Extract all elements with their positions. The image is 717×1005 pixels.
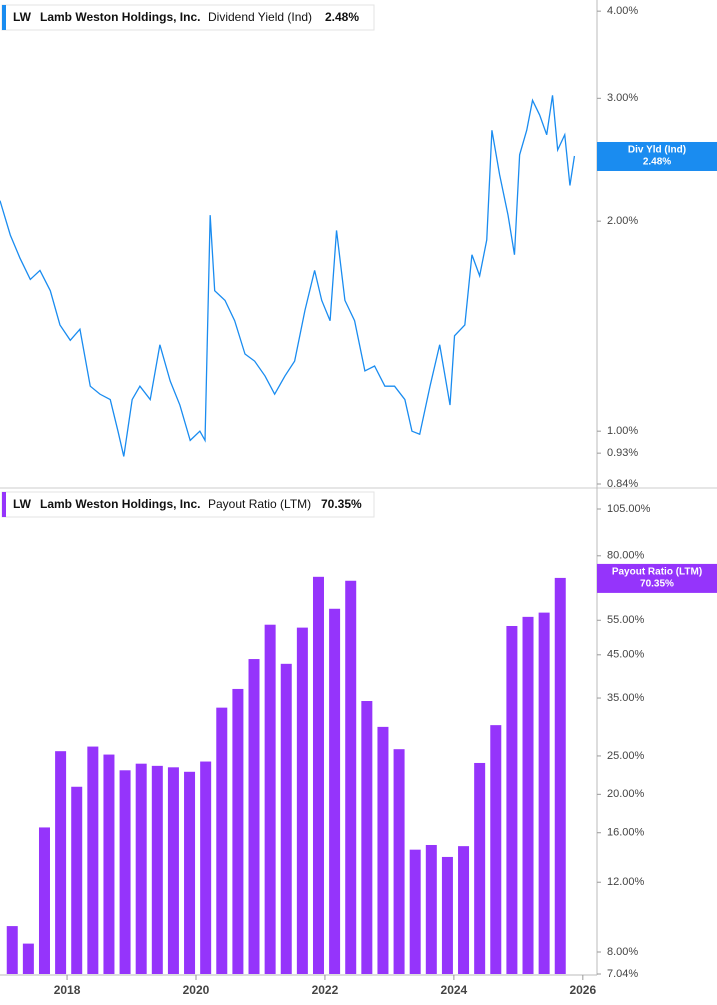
- y-tick-label: 7.04%: [607, 968, 638, 980]
- bar: [55, 751, 67, 974]
- x-tick-label: 2024: [441, 983, 468, 997]
- y-tick-label: 8.00%: [607, 946, 638, 958]
- y-tick-label: 25.00%: [607, 750, 645, 762]
- bar: [345, 580, 357, 974]
- value-tag-name: Div Yld (Ind): [628, 145, 686, 156]
- bar: [264, 624, 276, 974]
- x-tick-label: 2022: [312, 983, 339, 997]
- y-tick-label: 1.00%: [607, 425, 638, 437]
- header-value: 2.48%: [325, 10, 359, 24]
- header-company: Lamb Weston Holdings, Inc.: [40, 497, 200, 511]
- bar: [522, 616, 534, 974]
- header-metric: Payout Ratio (LTM): [208, 497, 311, 511]
- header-swatch: [2, 5, 6, 30]
- header-ticker: LW: [13, 10, 32, 24]
- bar: [393, 749, 405, 974]
- value-tag: [597, 141, 717, 171]
- bar: [103, 754, 115, 974]
- y-tick-label: 2.00%: [607, 215, 638, 227]
- header-ticker: LW: [13, 497, 32, 511]
- bar: [119, 770, 131, 974]
- y-tick-label: 45.00%: [607, 649, 645, 661]
- y-tick-label: 4.00%: [607, 5, 638, 17]
- bar: [377, 726, 389, 974]
- bar: [296, 627, 308, 974]
- bar: [409, 849, 421, 974]
- bar: [184, 771, 196, 974]
- bar: [361, 701, 373, 974]
- yield-line: [0, 95, 576, 457]
- header-metric: Dividend Yield (Ind): [208, 10, 312, 24]
- x-tick-label: 2026: [569, 983, 596, 997]
- bar: [329, 608, 341, 974]
- header-box: [1, 4, 375, 31]
- value-tag-value: 2.48%: [643, 157, 671, 168]
- y-tick-label: 0.93%: [607, 447, 638, 459]
- bar: [458, 846, 470, 974]
- panel-header: LW Lamb Weston Holdings, Inc. Payout Ratio…: [1, 491, 375, 518]
- bar: [554, 577, 566, 974]
- bar: [71, 786, 83, 974]
- y-tick-label: 80.00%: [607, 550, 645, 562]
- value-tag-value: 70.35%: [640, 579, 674, 590]
- header-company: Lamb Weston Holdings, Inc.: [40, 10, 200, 24]
- bar: [280, 663, 292, 974]
- y-tick-label: 3.00%: [607, 92, 638, 104]
- y-tick-label: 55.00%: [607, 614, 645, 626]
- bar: [135, 763, 147, 974]
- bar: [490, 725, 502, 974]
- header-box: [1, 491, 375, 518]
- bar: [216, 707, 228, 974]
- x-tick-label: 2018: [54, 983, 81, 997]
- bar: [425, 844, 437, 974]
- x-tick-label: 2020: [183, 983, 210, 997]
- bar: [441, 856, 453, 974]
- bar: [312, 576, 324, 974]
- value-tag-name: Payout Ratio (LTM): [612, 567, 702, 578]
- y-tick-label: 20.00%: [607, 788, 645, 800]
- bar: [474, 762, 486, 974]
- y-tick-label: 0.84%: [607, 478, 638, 490]
- y-tick-label: 35.00%: [607, 692, 645, 704]
- header-value: 70.35%: [321, 497, 362, 511]
- bar: [6, 926, 18, 974]
- y-tick-label: 105.00%: [607, 503, 651, 515]
- header-swatch: [2, 492, 6, 517]
- bar: [167, 767, 179, 974]
- bar: [538, 612, 550, 974]
- bar: [87, 746, 99, 974]
- bar: [232, 688, 244, 974]
- value-tag: [597, 563, 717, 593]
- panel-header: LW Lamb Weston Holdings, Inc. Dividend Yie…: [1, 4, 375, 31]
- bar: [506, 625, 518, 974]
- bar: [38, 827, 50, 974]
- bar: [22, 943, 34, 974]
- bar: [248, 659, 260, 974]
- y-tick-label: 16.00%: [607, 827, 645, 839]
- bar: [200, 761, 212, 974]
- y-tick-label: 12.00%: [607, 876, 645, 888]
- bar: [151, 765, 163, 974]
